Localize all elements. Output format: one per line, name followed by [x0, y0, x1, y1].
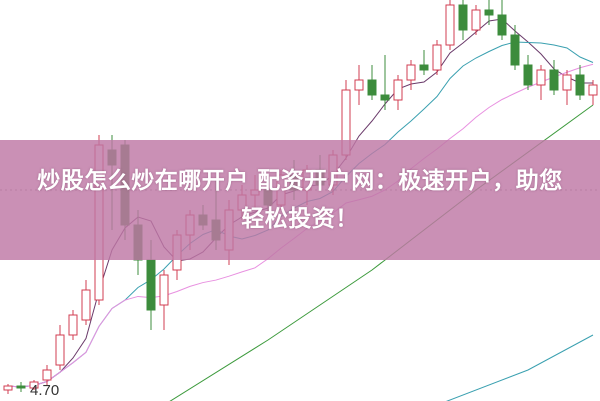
title-banner: 炒股怎么炒在哪开户 配资开户网：极速开户，助您 轻松投资！: [0, 140, 600, 260]
candle-body: [510, 34, 520, 66]
candle-body: [432, 44, 442, 71]
candle-body: [445, 4, 455, 46]
candle-body: [471, 9, 481, 31]
candle-body: [406, 64, 416, 81]
banner-title-line2: 轻松投资！: [241, 206, 359, 232]
candle-body: [484, 9, 494, 16]
candle-body: [354, 79, 364, 91]
candle-body: [68, 314, 78, 336]
candle-body: [146, 259, 156, 311]
candle-body: [419, 64, 429, 71]
candle-body: [159, 274, 169, 306]
candle-body: [367, 79, 377, 96]
candle-body: [497, 14, 507, 36]
price-label: 4.70: [30, 382, 60, 399]
candle-body: [380, 94, 390, 101]
candle-body: [16, 385, 26, 389]
candle-body: [42, 369, 52, 381]
candle-body: [536, 69, 546, 86]
candle-body: [29, 381, 39, 389]
candle-body: [458, 4, 468, 31]
candle-body: [562, 74, 572, 91]
candle-body: [55, 334, 65, 366]
candle-body: [588, 84, 598, 96]
candle-body: [523, 64, 533, 86]
banner-title-line1: 炒股怎么炒在哪开户 配资开户网：极速开户，助您: [37, 168, 563, 194]
candle-body: [3, 385, 13, 391]
candle-body: [393, 79, 403, 101]
candle-body: [575, 74, 585, 96]
candle-body: [81, 289, 91, 321]
trend-line: [446, 334, 594, 401]
candle-body: [549, 69, 559, 91]
